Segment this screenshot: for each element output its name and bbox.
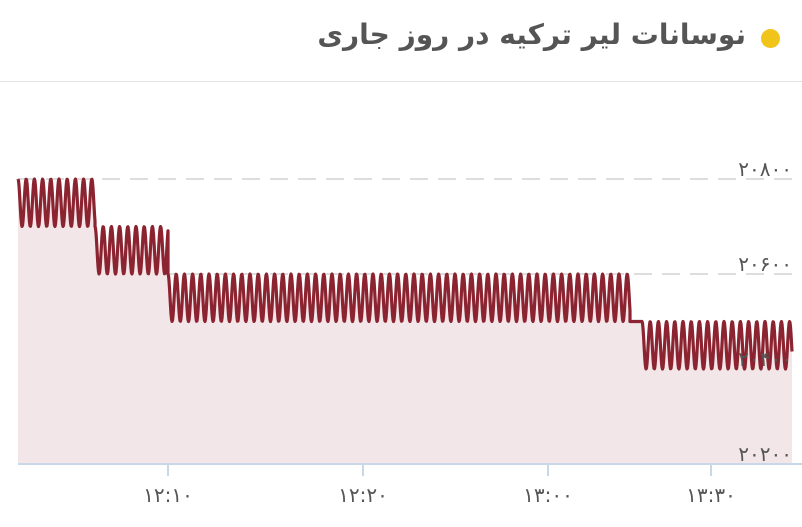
x-tick-label: ۱۳:۳۰ — [686, 483, 736, 507]
legend-dot — [761, 29, 780, 48]
x-tick-label: ۱۲:۲۰ — [338, 483, 388, 507]
area-fill — [18, 179, 792, 464]
y-tick-label: ۲۰۲۰۰ — [738, 442, 792, 466]
x-tick-label: ۱۳:۰۰ — [523, 483, 573, 507]
y-tick-label: ۲۰۴۰۰ — [738, 347, 792, 371]
x-tick-label: ۱۲:۱۰ — [143, 483, 193, 507]
y-tick-labels: ۲۰۸۰۰ ۲۰۶۰۰ ۲۰۴۰۰ ۲۰۲۰۰ — [738, 157, 792, 466]
y-tick-label: ۲۰۶۰۰ — [738, 252, 792, 276]
x-ticks: ۱۲:۱۰ ۱۲:۲۰ ۱۳:۰۰ ۱۳:۳۰ — [143, 464, 736, 507]
chart-header: نوسانات لیر ترکیه در روز جاری — [0, 0, 802, 82]
chart-title: نوسانات لیر ترکیه در روز جاری — [317, 18, 746, 51]
line-chart: ۲۰۸۰۰ ۲۰۶۰۰ ۲۰۴۰۰ ۲۰۲۰۰ ۱۲:۱۰ ۱۲:۲۰ ۱۳:۰۰ ۱۳:۳… — [16, 157, 802, 507]
y-tick-label: ۲۰۸۰۰ — [738, 157, 792, 181]
series-line — [16, 177, 794, 371]
